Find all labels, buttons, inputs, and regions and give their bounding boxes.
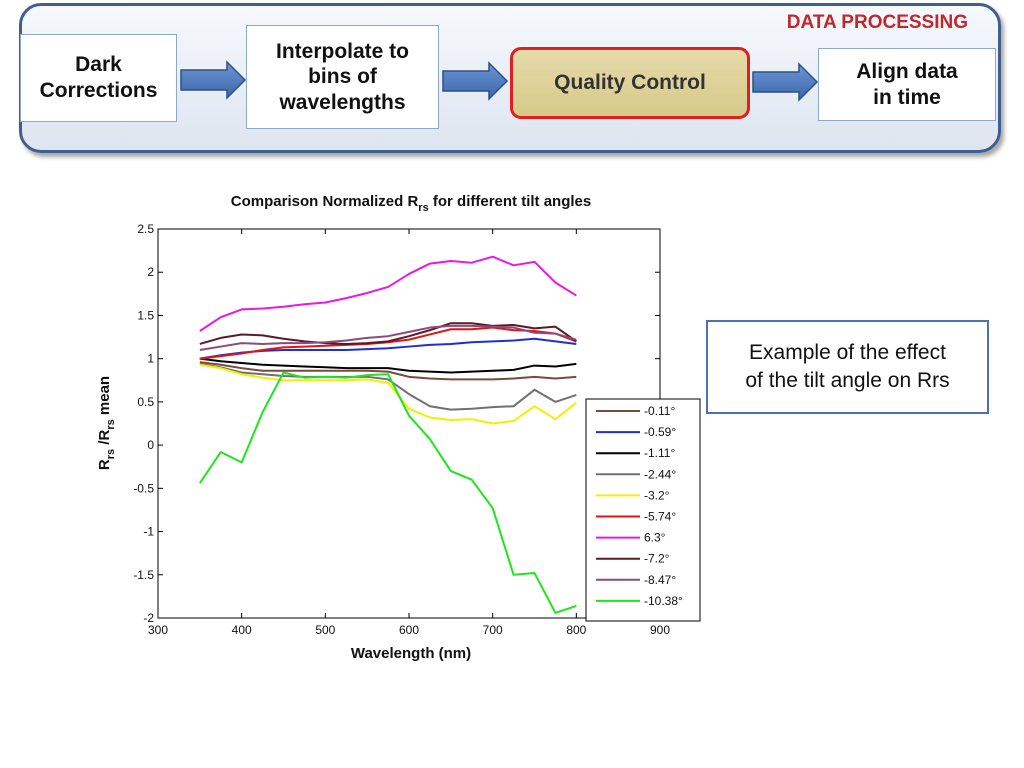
section-label: DATA PROCESSING (786, 12, 968, 33)
y-axis-label: Rrs /Rrs mean (96, 376, 117, 470)
series-line-0 (199, 361, 577, 381)
y-tick-label: -1.5 (133, 568, 154, 582)
x-tick-label: 800 (566, 623, 586, 637)
chart-title: Comparison Normalized Rrs for different … (231, 193, 591, 214)
x-tick-label: 600 (399, 623, 419, 637)
arrow-3 (752, 62, 819, 102)
legend-entry: -8.47° (644, 573, 676, 587)
step-dark-corrections: Dark Corrections (20, 34, 177, 122)
y-tick-label: 0.5 (137, 395, 154, 409)
step-quality-control: Quality Control (510, 47, 750, 119)
y-tick-label: 0 (147, 438, 154, 452)
arrow-2 (442, 61, 509, 101)
series-line-6 (199, 255, 577, 332)
y-tick-label: 2 (147, 265, 154, 279)
y-tick-label: -0.5 (133, 481, 154, 495)
axis-ticks: 300 400 500 600 700 800 900 2.5 2 1.5 1 0.5 0 -0.5 -1 -… (133, 222, 670, 637)
y-tick-label: 2.5 (137, 222, 154, 236)
step-align-data: Align data in time (818, 48, 996, 121)
tilt-effect-note: Example of the effect of the tilt angle … (706, 320, 989, 414)
legend: -0.11° -0.59° -1.11° -2.44° -3.2° -5.74° 6.3° -… (585, 398, 701, 622)
series-line-2 (199, 357, 577, 374)
legend-entry: -10.38° (644, 594, 683, 608)
legend-entry: -3.2° (644, 488, 670, 502)
x-axis-label: Wavelength (nm) (351, 645, 471, 662)
series-line-4 (199, 363, 577, 425)
y-tick-label: 1.5 (137, 308, 154, 322)
legend-entry: -5.74° (644, 510, 676, 524)
x-tick-label: 300 (148, 623, 168, 637)
legend-entry: -0.11° (644, 404, 675, 418)
y-tick-label: -2 (143, 611, 154, 625)
legend-entry: 6.3° (644, 531, 666, 545)
legend-box (585, 398, 701, 622)
x-tick-label: 500 (315, 623, 335, 637)
legend-entry: -7.2° (644, 552, 670, 566)
arrow-1 (180, 60, 247, 100)
series-line-7 (199, 322, 577, 345)
step-interpolate: Interpolate to bins of wavelengths (246, 25, 439, 129)
series-line-9 (199, 371, 577, 614)
y-tick-label: -1 (143, 525, 154, 539)
series-line-8 (199, 324, 577, 352)
y-tick-label: 1 (147, 352, 154, 366)
x-tick-label: 700 (483, 623, 503, 637)
legend-entry: -0.59° (644, 425, 676, 439)
x-tick-label: 900 (650, 623, 670, 637)
series-lines (199, 255, 577, 614)
legend-entry: -2.44° (644, 467, 676, 481)
legend-entry: -1.11° (644, 446, 675, 460)
plot-area (157, 228, 661, 619)
series-line-3 (199, 362, 577, 411)
x-tick-label: 400 (232, 623, 252, 637)
